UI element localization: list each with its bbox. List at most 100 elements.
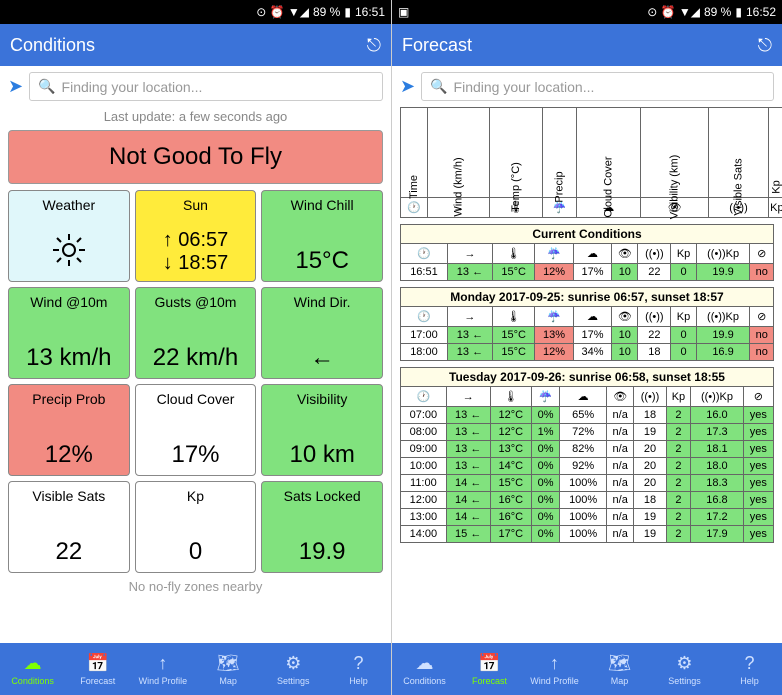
cell-value: 17.2 <box>691 509 743 526</box>
cell-time: 16:51 <box>401 264 448 281</box>
cell-value: 17% <box>573 264 611 281</box>
cell-value: 15 ← <box>446 526 490 543</box>
search-input[interactable]: 🔍 Finding your location... <box>29 72 383 101</box>
col-icon: Kp <box>671 307 696 327</box>
cell-value: 0% <box>531 526 559 543</box>
card-cloud-cover[interactable]: Cloud Cover17% <box>135 384 257 476</box>
cell-value: 13 ← <box>447 327 492 344</box>
cell-value: no <box>750 264 774 281</box>
nav-conditions[interactable]: ☁Conditions <box>0 643 65 695</box>
cell-value: 0% <box>531 509 559 526</box>
search-input[interactable]: 🔍 Finding your location... <box>421 72 774 101</box>
nav-help[interactable]: ?Help <box>717 643 782 695</box>
cell-value: 13% <box>535 327 573 344</box>
nav-settings[interactable]: ⚙Settings <box>261 643 326 695</box>
cell-value: 14 ← <box>446 475 490 492</box>
card-visible-sats[interactable]: Visible Sats22 <box>8 481 130 573</box>
fly-status-banner: Not Good To Fly <box>8 130 383 184</box>
nav-wind-profile[interactable]: ↑Wind Profile <box>130 643 195 695</box>
col-icon: 🕐 <box>401 244 448 264</box>
nav-forecast[interactable]: 📅Forecast <box>457 643 522 695</box>
cell-value: 16.0 <box>691 407 743 424</box>
cell-time: 11:00 <box>401 475 447 492</box>
nav-conditions[interactable]: ☁Conditions <box>392 643 457 695</box>
col-icon: 🌡 <box>492 244 534 264</box>
battery-icon: ▮ <box>344 5 351 19</box>
nav-map[interactable]: 🗺Map <box>196 643 261 695</box>
cell-time: 18:00 <box>401 344 448 361</box>
cell-value: 19 <box>634 509 666 526</box>
card-weather[interactable]: Weather <box>8 190 130 282</box>
cell-value: 82% <box>560 441 607 458</box>
nav-label: Forecast <box>80 676 115 686</box>
nav-forecast[interactable]: 📅Forecast <box>65 643 130 695</box>
cell-value: n/a <box>606 492 633 509</box>
cell-value: 100% <box>560 492 607 509</box>
location-icon[interactable]: ➤ <box>8 76 23 97</box>
nav-label: Help <box>740 676 759 686</box>
cell-value: 20 <box>634 458 666 475</box>
cell-value: 65% <box>560 407 607 424</box>
nav-label: Wind Profile <box>530 676 579 686</box>
card-precip-prob[interactable]: Precip Prob12% <box>8 384 130 476</box>
cell-value: 12°C <box>490 424 531 441</box>
share-icon[interactable]: ⎋ <box>367 35 381 56</box>
bottom-nav: ☁Conditions📅Forecast↑Wind Profile🗺Map⚙Se… <box>0 643 391 695</box>
card-kp[interactable]: Kp0 <box>135 481 257 573</box>
col-icon: Kp <box>769 198 782 218</box>
search-placeholder: Finding your location... <box>454 79 595 95</box>
cell-value: 34% <box>573 344 611 361</box>
card-sun[interactable]: Sun↑ 06:57 ↓ 18:57 <box>135 190 257 282</box>
nav-label: Map <box>219 676 237 686</box>
cell-value: 16°C <box>490 509 531 526</box>
cell-value: 13 ← <box>446 441 490 458</box>
nav-settings[interactable]: ⚙Settings <box>652 643 717 695</box>
col-icon: ((•))Kp <box>696 244 750 264</box>
cell-value: 0% <box>531 407 559 424</box>
content-forecast[interactable]: TimeWind (km/h)Temp (°C)PrecipCloud Cove… <box>392 107 782 643</box>
col-icon: ((•)) <box>634 387 666 407</box>
cell-value: 2 <box>666 407 691 424</box>
cell-value: 17% <box>573 327 611 344</box>
card-value: ↑ 06:57 ↓ 18:57 <box>140 229 252 275</box>
card-value: 22 <box>13 538 125 566</box>
location-icon[interactable]: ➤ <box>400 76 415 97</box>
title-bar: Forecast ⎋ <box>392 24 782 66</box>
nav-label: Wind Profile <box>139 676 188 686</box>
battery-text: 89 % <box>704 5 731 19</box>
section-title: Current Conditions <box>401 225 774 244</box>
forecast-section-table: Tuesday 2017-09-26: sunrise 06:58, sunse… <box>400 367 774 543</box>
cell-value: n/a <box>606 475 633 492</box>
share-icon[interactable]: ⎋ <box>758 35 772 56</box>
card-value: 22 km/h <box>140 344 252 372</box>
card-wind-chill[interactable]: Wind Chill15°C <box>261 190 383 282</box>
cell-value: 1% <box>531 424 559 441</box>
cell-value: 12% <box>535 344 573 361</box>
nav-wind-profile[interactable]: ↑Wind Profile <box>522 643 587 695</box>
nav-help[interactable]: ?Help <box>326 643 391 695</box>
card-wind-10m[interactable]: Wind @10m13 km/h <box>8 287 130 379</box>
table-row: 16:5113 ←15°C12%17%1022019.9no <box>401 264 774 281</box>
forecast-icon: 📅 <box>478 653 500 674</box>
nav-label: Conditions <box>403 676 446 686</box>
card-wind-dir-[interactable]: Wind Dir.← <box>261 287 383 379</box>
cell-value: yes <box>743 441 773 458</box>
cell-value: 12% <box>535 264 573 281</box>
col-header: Kp <box>771 180 782 193</box>
table-row: 08:0013 ←12°C1%72%n/a19217.3yes <box>401 424 774 441</box>
nav-map[interactable]: 🗺Map <box>587 643 652 695</box>
clock-text: 16:51 <box>355 5 385 19</box>
status-icons: ⊙ ⏰ ▼◢ <box>256 5 309 19</box>
card-sats-locked[interactable]: Sats Locked19.9 <box>261 481 383 573</box>
title-bar: Conditions ⎋ <box>0 24 391 66</box>
col-icon: ☁ <box>573 307 611 327</box>
cell-value: n/a <box>606 441 633 458</box>
content-conditions: Last update: a few seconds ago Not Good … <box>0 107 391 643</box>
card-visibility[interactable]: Visibility10 km <box>261 384 383 476</box>
page-title: Conditions <box>10 35 95 56</box>
forecast-section-table: Monday 2017-09-25: sunrise 06:57, sunset… <box>400 287 774 361</box>
card-gusts-10m[interactable]: Gusts @10m22 km/h <box>135 287 257 379</box>
forecast-section-table: Current Conditions🕐→🌡☔☁👁((•))Kp((•))Kp⊘1… <box>400 224 774 281</box>
nav-label: Settings <box>668 676 701 686</box>
cell-value: 15°C <box>492 327 534 344</box>
